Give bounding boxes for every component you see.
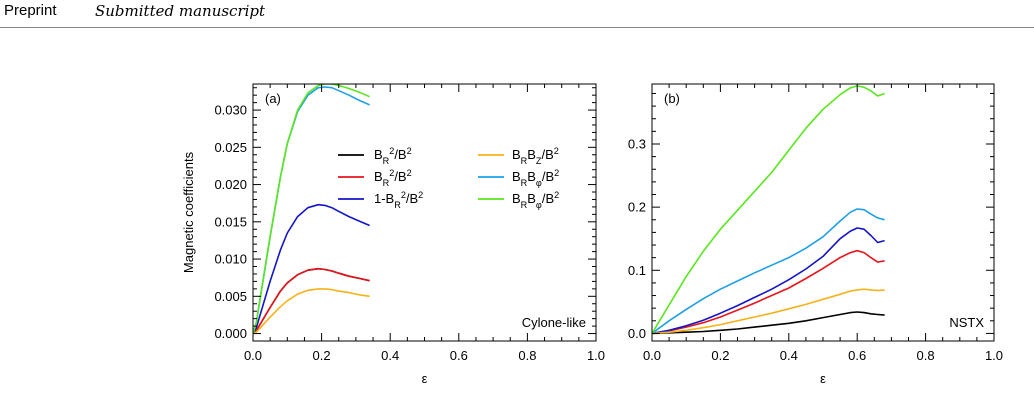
legend-entry-label: BR2/B2 (374, 146, 412, 166)
x-tick-label: 0.8 (518, 348, 536, 363)
panel-label: (b) (664, 91, 680, 106)
x-tick-label: 0.0 (643, 348, 661, 363)
x-tick-label: 0.4 (381, 348, 399, 363)
y-tick-label: 0.030 (214, 103, 247, 118)
x-tick-label: 0.6 (848, 348, 866, 363)
chart-panel-b: 0.0 0.2 0.4 0.6 0.8 1.0 0.0 0.1 0.2 0.3 ε (b) NSTX (628, 83, 1003, 386)
y-tick-label: 0.000 (214, 326, 247, 341)
y-tick-label: 0.0 (628, 326, 646, 341)
series-line-4 (652, 288, 885, 335)
x-tick-label: 0.4 (780, 348, 798, 363)
y-tick-label: 0.1 (628, 263, 646, 278)
y-axis-label: Magnetic coefficients (181, 151, 196, 273)
series-line-3 (253, 203, 370, 334)
legend-entry-label: BRBφ/B2 (512, 190, 559, 210)
series-line-4 (253, 288, 370, 335)
chart-panel-a: 0.0 0.2 0.4 0.6 0.8 1.0 0.000 0.005 0.010 0.015 0.… (181, 83, 605, 386)
y-tick-label: 0.020 (214, 177, 247, 192)
plot-frame (252, 83, 597, 342)
y-tick-label: 0.2 (628, 200, 646, 215)
legend-entry-label: BR2/B2 (374, 168, 412, 188)
x-tick-label: 1.0 (587, 348, 605, 363)
y-tick-label: 0.005 (214, 289, 247, 304)
y-tick-label: 0.010 (214, 252, 247, 267)
header-rule (0, 27, 1034, 28)
panel-label: (a) (265, 91, 281, 106)
x-tick-label: 0.6 (450, 348, 468, 363)
x-tick-label: 0.8 (917, 348, 935, 363)
y-tick-label: 0.3 (628, 136, 646, 151)
series-line-2 (652, 249, 885, 335)
legend-entry-label: BRBZ/B2 (512, 146, 559, 166)
series-line-6 (253, 84, 370, 334)
x-tick-label: 0.2 (711, 348, 729, 363)
preprint-label: Preprint (4, 2, 57, 19)
x-axis-label: ε (422, 371, 428, 386)
x-tick-label: 1.0 (985, 348, 1003, 363)
series-line-6 (652, 85, 885, 334)
legend: BR2/B2BR2/B21-BR2/B2BRBZ/B2BRBφ/B2BRBφ/B… (338, 146, 559, 210)
legend-entry-label: 1-BR2/B2 (374, 190, 423, 210)
panel-annotation: NSTX (949, 315, 984, 330)
legend-entry-label: BRBφ/B2 (512, 168, 559, 188)
x-tick-label: 0.2 (313, 348, 331, 363)
page-header: Preprint Submitted manuscript (0, 0, 1034, 36)
y-tick-label: 0.015 (214, 214, 247, 229)
plot-frame (651, 83, 995, 342)
series-line-2 (253, 267, 370, 335)
series-line-1 (652, 311, 885, 335)
series-line-3 (652, 227, 885, 335)
y-tick-label: 0.025 (214, 140, 247, 155)
x-axis-label: ε (820, 371, 826, 386)
x-tick-label: 0.0 (244, 348, 262, 363)
panel-annotation: Cylone-like (522, 315, 586, 330)
series-line-5 (652, 208, 885, 335)
manuscript-status: Submitted manuscript (95, 2, 266, 20)
series-line-5 (253, 86, 370, 334)
